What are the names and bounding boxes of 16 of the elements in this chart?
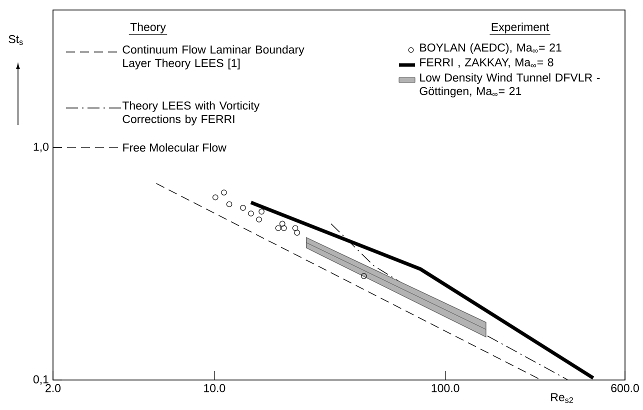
legend-label: Low Density Wind Tunnel DFVLR - Göttingen, Ma$_{∞}$= 21 — [420, 73, 600, 98]
y-tick-label: 0,1 — [33, 375, 48, 385]
y-tick-label: 1,0 — [34, 142, 49, 152]
x-tick-label: 600.0 — [611, 384, 639, 392]
ref-line-label: Free Molecular Flow — [123, 143, 226, 152]
legend-label: Continuum Flow Laminar Boundary Layer Theory LEES [1] — [122, 45, 304, 70]
legend-label: BOYLAN (AEDC), Ma$_{∞}$= 21 — [420, 43, 562, 54]
y-axis-title: St$_{s}$ — [8, 35, 23, 45]
x-tick-label: 2.0 — [46, 384, 61, 392]
legend-label: FERRI , ZAKKAY, Ma$_{∞}$= 8 — [420, 58, 554, 68]
x-axis-title: Re$_{s2}$ — [551, 393, 573, 403]
annotation: Theory — [130, 22, 166, 34]
annotation: Experiment — [492, 22, 549, 34]
x-tick-label: 100.0 — [432, 384, 460, 392]
legend-label: Theory LEES with Vorticity Corrections by FERRI — [122, 101, 260, 126]
x-tick-label: 10.0 — [204, 384, 226, 392]
